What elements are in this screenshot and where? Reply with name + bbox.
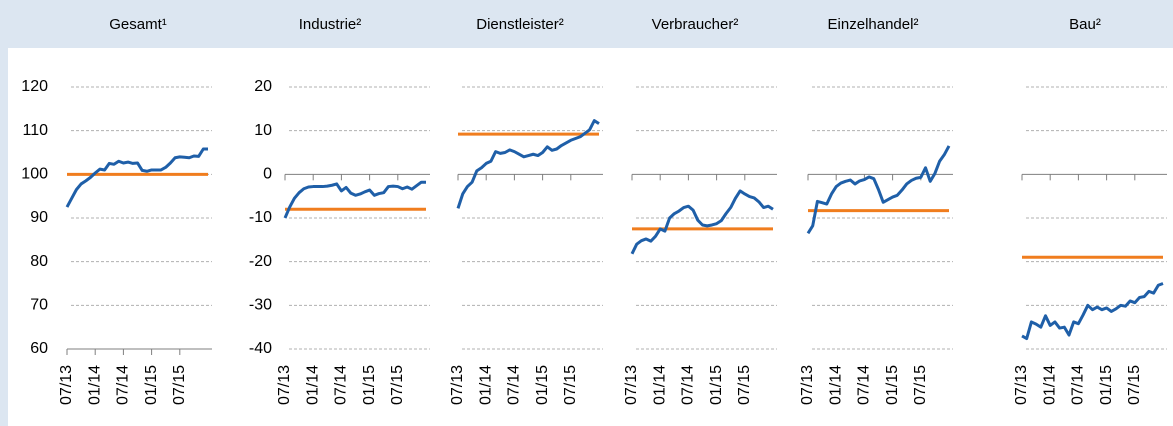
x-tick-label: 07/15 — [389, 365, 406, 405]
y-tick-label: 120 — [21, 78, 48, 95]
y-tick-label: 100 — [21, 166, 48, 183]
y-tick-label: 0 — [263, 166, 272, 183]
x-tick-label: 01/15 — [708, 365, 725, 405]
x-tick-label: 07/14 — [856, 365, 873, 405]
x-tick-label: 07/15 — [736, 365, 753, 405]
data-line — [630, 189, 774, 255]
x-tick-label: 07/15 — [1126, 365, 1143, 405]
x-tick-label: 07/14 — [1070, 365, 1087, 405]
panel-title: Gesamt¹ — [109, 16, 167, 33]
x-tick-label: 01/14 — [827, 365, 844, 405]
y-tick-label: 70 — [30, 297, 48, 314]
y-tick-label: 90 — [30, 209, 48, 226]
y-tick-label: -10 — [249, 209, 272, 226]
panel-title: Dienstleister² — [476, 16, 564, 33]
x-tick-label: 01/14 — [477, 365, 494, 405]
x-tick-label: 01/14 — [1041, 365, 1058, 405]
panel-title: Bau² — [1069, 16, 1101, 33]
x-tick-label: 07/14 — [115, 365, 132, 405]
x-tick-label: 07/15 — [562, 365, 579, 405]
y-tick-label: 20 — [254, 78, 272, 95]
y-tick-label: 80 — [30, 253, 48, 270]
x-tick-label: 01/15 — [143, 365, 160, 405]
data-line — [806, 145, 951, 235]
plot-background — [8, 48, 1173, 426]
x-tick-label: 01/15 — [1098, 365, 1115, 405]
x-tick-label: 07/13 — [1013, 365, 1030, 405]
x-tick-label: 07/13 — [276, 365, 293, 405]
x-tick-label: 07/15 — [171, 365, 188, 405]
x-tick-label: 01/14 — [651, 365, 668, 405]
y-tick-label: 60 — [30, 340, 48, 357]
panel-title: Verbraucher² — [652, 16, 739, 33]
x-tick-label: 01/15 — [884, 365, 901, 405]
panel-title: Industrie² — [299, 16, 362, 33]
x-tick-label: 07/13 — [623, 365, 640, 405]
x-tick-label: 07/13 — [799, 365, 816, 405]
y-tick-label: 10 — [254, 122, 272, 139]
x-tick-label: 07/14 — [506, 365, 523, 405]
x-tick-label: 01/15 — [534, 365, 551, 405]
y-tick-label: -20 — [249, 253, 272, 270]
data-line — [283, 180, 426, 219]
x-tick-label: 01/14 — [86, 365, 103, 405]
panel-title: Einzelhandel² — [828, 16, 919, 33]
y-tick-label: -30 — [249, 297, 272, 314]
x-tick-label: 07/15 — [912, 365, 929, 405]
data-line — [65, 147, 208, 208]
y-tick-label: -40 — [249, 340, 272, 357]
y-tick-label: 110 — [22, 122, 48, 139]
x-tick-label: 01/15 — [361, 365, 378, 405]
data-line — [456, 119, 600, 209]
x-tick-label: 01/14 — [304, 365, 321, 405]
x-tick-label: 07/13 — [58, 365, 75, 405]
x-tick-label: 07/13 — [449, 365, 466, 405]
data-line — [1021, 282, 1164, 341]
x-tick-label: 07/14 — [333, 365, 350, 405]
x-tick-label: 07/14 — [680, 365, 697, 405]
